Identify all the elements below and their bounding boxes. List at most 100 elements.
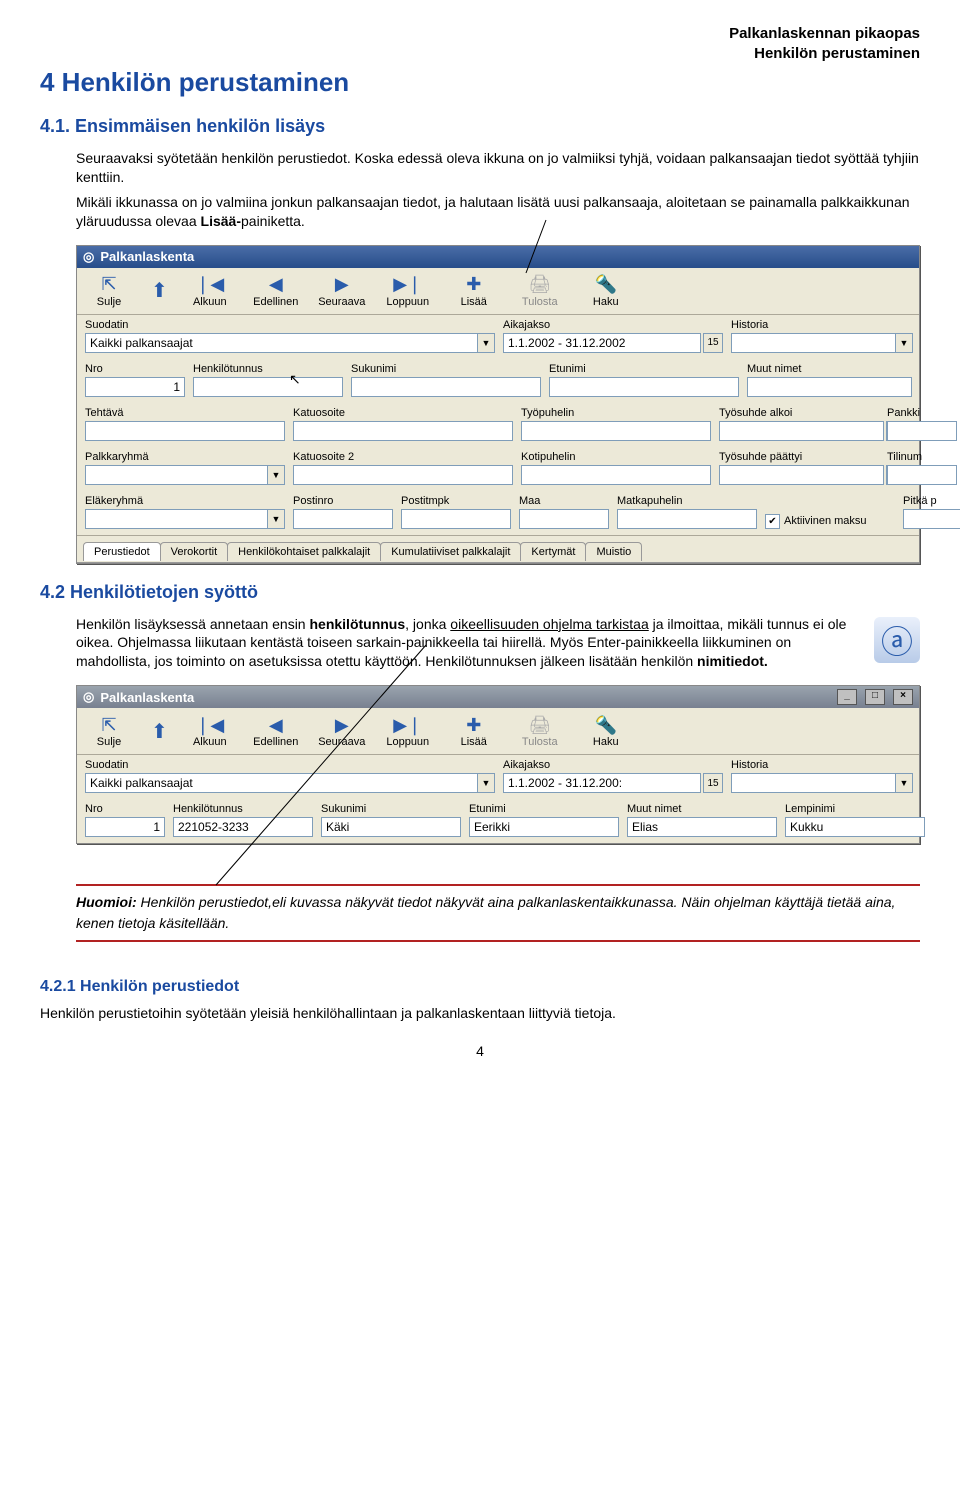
sulje-button[interactable]: ⇱ Sulje (85, 274, 133, 308)
doc-header-line2: Henkilön perustaminen (40, 44, 920, 64)
etunimi-label-2: Etunimi (469, 803, 619, 815)
tabstrip: Perustiedot Verokortit Henkilökohtaiset … (77, 535, 919, 561)
prev-icon: ◀ (262, 274, 290, 296)
pankki-input[interactable] (887, 421, 957, 441)
maa-label: Maa (519, 495, 609, 507)
tilinum-label: Tilinum (887, 451, 957, 463)
historia-dropdown[interactable]: ▼ (895, 333, 913, 353)
aikajakso-input-2[interactable] (503, 773, 701, 793)
historia-label-2: Historia (731, 759, 913, 771)
kotipuhelin-label: Kotipuhelin (521, 451, 711, 463)
calendar-button-4[interactable]: 15 (703, 773, 723, 793)
page-number: 4 (40, 1043, 920, 1059)
minimize-button[interactable]: _ (837, 689, 857, 705)
etunimi-label: Etunimi (549, 363, 739, 375)
section-41-para2: Mikäli ikkunassa on jo valmiina jonkun p… (76, 193, 920, 231)
edellinen-button[interactable]: ◀ Edellinen (252, 274, 300, 308)
app-title: Palkanlaskenta (100, 249, 194, 264)
postinro-input[interactable] (293, 509, 393, 529)
historia-dropdown-2[interactable]: ▼ (895, 773, 913, 793)
aikajakso-input[interactable] (503, 333, 701, 353)
tab-henkilokohtaiset[interactable]: Henkilökohtaiset palkkalajit (227, 542, 381, 561)
katuosoite-label: Katuosoite (293, 407, 513, 419)
calendar-button[interactable]: 15 (703, 333, 723, 353)
muut-nimet-label: Muut nimet (747, 363, 912, 375)
doc-header: Palkanlaskennan pikaopas Henkilön perust… (40, 24, 920, 63)
section-41-title: 4.1. Ensimmäisen henkilön lisäys (40, 116, 920, 137)
suodatin-dropdown-2[interactable]: ▼ (477, 773, 495, 793)
aktiivinen-maksu-label: Aktiivinen maksu (784, 515, 867, 527)
tyosuhde-paattyi-input[interactable] (719, 465, 884, 485)
app-icon: ◎ (83, 249, 94, 265)
henkilotunnus-input[interactable] (193, 377, 343, 397)
elakeryhma-input[interactable] (85, 509, 267, 529)
last-icon: ▶❘ (394, 274, 422, 296)
section-421-para: Henkilön perustietoihin syötetään yleisi… (40, 1004, 920, 1023)
print-icon-2: 🖨 (526, 714, 554, 736)
loppuun-button[interactable]: ▶❘ Loppuun (384, 274, 432, 308)
palkkaryhma-dropdown[interactable]: ▼ (267, 465, 285, 485)
tilinum-input[interactable] (887, 465, 957, 485)
tehtava-input[interactable] (85, 421, 285, 441)
postitmpk-label: Postitmpk (401, 495, 511, 507)
close-button[interactable]: × (893, 689, 913, 705)
historia-label: Historia (731, 319, 913, 331)
tyopuhelin-input[interactable] (521, 421, 711, 441)
seuraava-button[interactable]: ▶ Seuraava (318, 274, 366, 308)
postitmpk-input[interactable] (401, 509, 511, 529)
tab-muistio[interactable]: Muistio (585, 542, 642, 561)
muut-nimet-input-2[interactable] (627, 817, 777, 837)
maximize-button[interactable]: □ (865, 689, 885, 705)
plus-icon: ✚ (460, 274, 488, 296)
suodatin-label: Suodatin (85, 319, 495, 331)
tab-perustiedot[interactable]: Perustiedot (83, 542, 161, 561)
tyopuhelin-label: Työpuhelin (521, 407, 711, 419)
tyosuhde-alkoi-label: Työsuhde alkoi (719, 407, 879, 419)
tab-verokortit[interactable]: Verokortit (160, 542, 228, 561)
up-arrow-icon[interactable]: ⬆ (151, 278, 168, 303)
haku-button[interactable]: 🔦 Haku (582, 274, 630, 308)
pitka-p-label: Pitkä p (903, 495, 960, 507)
tab-kertymat[interactable]: Kertymät (520, 542, 586, 561)
elakeryhma-label: Eläkeryhmä (85, 495, 285, 507)
app-window-1: ◎ Palkanlaskenta ⇱ Sulje ⬆ ❘◀ Alkuun ◀ E… (76, 245, 920, 564)
haku-button-2[interactable]: 🔦 Haku (582, 714, 630, 748)
section-4-title: 4 Henkilön perustaminen (40, 67, 920, 98)
lisaa-button[interactable]: ✚ Lisää (450, 274, 498, 308)
suodatin-dropdown[interactable]: ▼ (477, 333, 495, 353)
etunimi-input-2[interactable] (469, 817, 619, 837)
aktiivinen-maksu-checkbox[interactable]: ✔ (765, 514, 780, 529)
tyosuhde-alkoi-input[interactable] (719, 421, 884, 441)
elakeryhma-dropdown[interactable]: ▼ (267, 509, 285, 529)
aikajakso-label-2: Aikajakso (503, 759, 723, 771)
tab-kumulatiiviset[interactable]: Kumulatiiviset palkkalajit (380, 542, 521, 561)
first-icon: ❘◀ (196, 274, 224, 296)
pitka-p-input[interactable] (903, 509, 960, 529)
kotipuhelin-input[interactable] (521, 465, 711, 485)
sukunimi-input[interactable] (351, 377, 541, 397)
mouse-cursor: ↖ (289, 371, 301, 388)
muut-nimet-input[interactable] (747, 377, 912, 397)
pankki-label: Pankki (887, 407, 957, 419)
katuosoite2-input[interactable] (293, 465, 513, 485)
palkkaryhma-input[interactable] (85, 465, 267, 485)
katuosoite2-label: Katuosoite 2 (293, 451, 513, 463)
toolbar: ⇱ Sulje ⬆ ❘◀ Alkuun ◀ Edellinen ▶ Seuraa… (77, 268, 919, 315)
print-icon: 🖨 (526, 274, 554, 296)
katuosoite-input[interactable] (293, 421, 513, 441)
note-text: Henkilön perustiedot,eli kuvassa näkyvät… (76, 894, 895, 931)
historia-input-2[interactable] (731, 773, 895, 793)
alkuun-button[interactable]: ❘◀ Alkuun (186, 274, 234, 308)
lempinimi-input[interactable] (785, 817, 925, 837)
tulosta-button-2[interactable]: 🖨 Tulosta (516, 714, 564, 748)
tulosta-button[interactable]: 🖨 Tulosta (516, 274, 564, 308)
nro-label: Nro (85, 363, 185, 375)
muut-nimet-label-2: Muut nimet (627, 803, 777, 815)
historia-input[interactable] (731, 333, 895, 353)
matkapuhelin-input[interactable] (617, 509, 757, 529)
nro-input[interactable] (85, 377, 185, 397)
etunimi-input[interactable] (549, 377, 739, 397)
suodatin-input[interactable] (85, 333, 477, 353)
postinro-label: Postinro (293, 495, 393, 507)
maa-input[interactable] (519, 509, 609, 529)
